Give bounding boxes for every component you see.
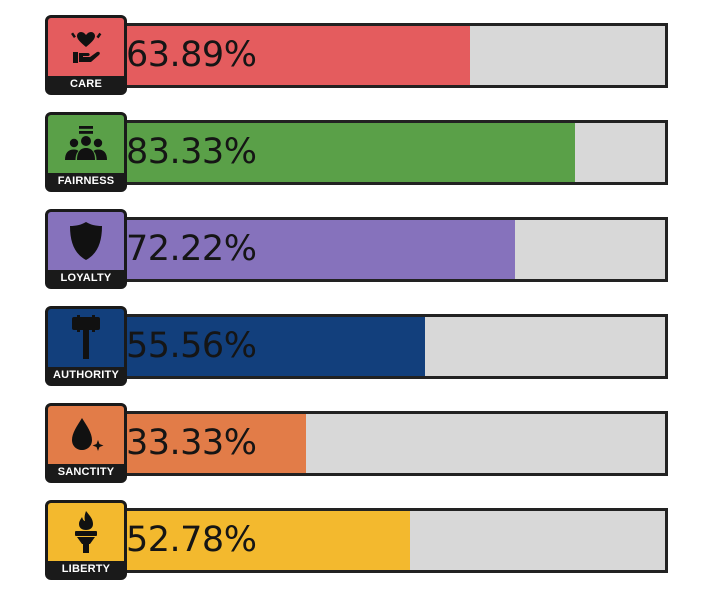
category-label: SANCTITY bbox=[48, 464, 124, 480]
bar-value-label: 52.78% bbox=[126, 520, 257, 560]
category-badge: LIBERTY bbox=[45, 500, 127, 580]
category-label: FAIRNESS bbox=[48, 173, 124, 189]
bar-track: 83.33% bbox=[123, 120, 668, 185]
bar-care bbox=[126, 26, 470, 85]
bar-row-authority: 55.56% AUTHORITY bbox=[45, 306, 669, 386]
category-badge: AUTHORITY bbox=[45, 306, 127, 386]
category-label: AUTHORITY bbox=[48, 367, 124, 383]
bar-liberty bbox=[126, 511, 410, 570]
badge-icon-area bbox=[48, 503, 124, 561]
category-badge: FAIRNESS bbox=[45, 112, 127, 192]
bar-value-label: 72.22% bbox=[126, 229, 257, 269]
bar-track: 72.22% bbox=[123, 217, 668, 282]
category-badge: LOYALTY bbox=[45, 209, 127, 289]
bar-track: 55.56% bbox=[123, 314, 668, 379]
bar-loyalty bbox=[126, 220, 515, 279]
category-label: LIBERTY bbox=[48, 561, 124, 577]
category-label: CARE bbox=[48, 76, 124, 92]
badge-icon-area bbox=[48, 309, 124, 367]
bar-track: 33.33% bbox=[123, 411, 668, 476]
bar-track: 52.78% bbox=[123, 508, 668, 573]
bar-value-label: 63.89% bbox=[126, 35, 257, 75]
bar-value-label: 83.33% bbox=[126, 132, 257, 172]
bar-sanctity bbox=[126, 414, 306, 473]
badge-icon-area bbox=[48, 212, 124, 270]
gavel-icon bbox=[66, 315, 106, 361]
torch-icon bbox=[66, 509, 106, 555]
bar-value-label: 33.33% bbox=[126, 423, 257, 463]
shield-icon bbox=[66, 219, 106, 263]
bar-row-care: 63.89% CARE bbox=[45, 15, 669, 95]
drop-sparkle-icon bbox=[64, 414, 108, 456]
people-group-icon bbox=[63, 124, 109, 164]
bar-value-label: 55.56% bbox=[126, 326, 257, 366]
bar-row-fairness: 83.33% FAIRNESS bbox=[45, 112, 669, 192]
category-badge: SANCTITY bbox=[45, 403, 127, 483]
bar-fairness bbox=[126, 123, 575, 182]
bar-track: 63.89% bbox=[123, 23, 668, 88]
badge-icon-area bbox=[48, 18, 124, 76]
bar-authority bbox=[126, 317, 425, 376]
bar-row-liberty: 52.78% LIBERTY bbox=[45, 500, 669, 580]
category-label: LOYALTY bbox=[48, 270, 124, 286]
badge-icon-area bbox=[48, 115, 124, 173]
category-badge: CARE bbox=[45, 15, 127, 95]
bar-row-sanctity: 33.33% SANCTITY bbox=[45, 403, 669, 483]
badge-icon-area bbox=[48, 406, 124, 464]
bar-row-loyalty: 72.22% LOYALTY bbox=[45, 209, 669, 289]
heart-hand-icon bbox=[66, 27, 106, 67]
